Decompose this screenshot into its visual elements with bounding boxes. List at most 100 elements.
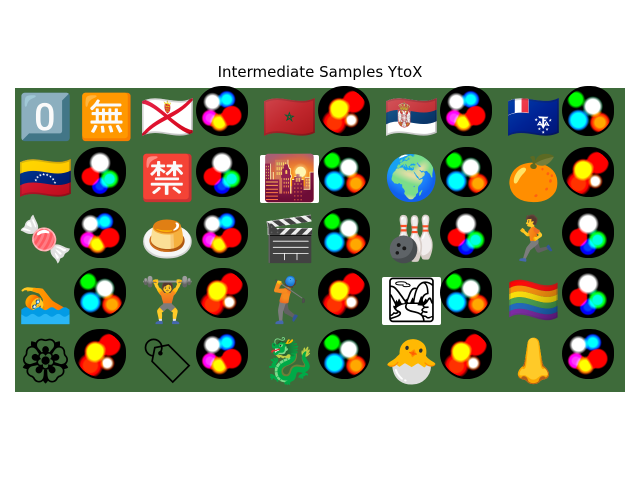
noisy-sample	[442, 88, 490, 134]
noisy-sample	[564, 270, 612, 317]
grid-cell	[320, 88, 368, 134]
flag-french-southern-territories-icon: 🇹🇫	[506, 92, 561, 144]
grid-cell: 🏃	[503, 210, 564, 271]
noisy-sample	[564, 331, 612, 378]
nose-icon: 👃	[506, 335, 561, 387]
bowling-icon: 🎳	[384, 213, 439, 265]
grid-cell: 🇹🇫	[503, 88, 564, 149]
grid-cell: 🏳️‍🌈	[503, 270, 564, 331]
label-tag-icon: 🏷	[139, 335, 196, 387]
grid-cell: 🈚	[76, 88, 137, 149]
grid-cell	[198, 331, 246, 378]
figure-title: Intermediate Samples YtoX	[217, 63, 423, 81]
grid-cell	[564, 270, 612, 317]
grid-cell: 🏞	[381, 270, 442, 331]
grid-cell	[442, 88, 490, 134]
grid-cell: 🌇	[259, 149, 320, 210]
noisy-sample	[76, 148, 124, 195]
grid-cell	[442, 148, 490, 195]
grid-cell	[198, 209, 246, 256]
grid-cell: 🏊	[15, 270, 76, 331]
noisy-sample	[76, 331, 124, 378]
grid-cell: 🈲	[137, 149, 198, 210]
grid-cell: 🌍	[381, 149, 442, 210]
globe-africa-europe-icon: 🌍	[384, 153, 439, 205]
noisy-sample	[564, 209, 612, 256]
rainbow-flag-icon: 🏳️‍🌈	[506, 274, 561, 326]
noisy-sample	[564, 148, 612, 195]
flag-jersey-icon: 🇯🇪	[140, 92, 195, 144]
noisy-sample	[76, 270, 124, 317]
grid-cell	[442, 270, 490, 317]
noisy-sample	[320, 88, 368, 134]
candy-icon: 🍬	[18, 213, 73, 265]
grid-cell	[442, 209, 490, 256]
grid-cell	[320, 270, 368, 317]
tangerine-icon: 🍊	[506, 153, 561, 205]
blue-square-symbol-icon: 🈚	[79, 92, 134, 144]
national-park-icon: 🏞	[381, 274, 442, 326]
noisy-sample	[320, 331, 368, 378]
grid-cell: 🏷	[137, 331, 198, 392]
grid-cell	[198, 270, 246, 317]
grid-cell	[442, 331, 490, 378]
flag-venezuela-icon: 🇻🇪	[18, 153, 73, 205]
person-golfing-icon: 🏌	[262, 274, 317, 326]
grid-cell: 🏵	[15, 331, 76, 392]
grid-cell: 🍊	[503, 149, 564, 210]
dragon-icon: 🐉	[262, 335, 317, 387]
grid-cell	[320, 148, 368, 195]
noisy-sample	[198, 209, 246, 256]
grid-cell: 🇷🇸	[381, 88, 442, 149]
grid-cell: 👃	[503, 331, 564, 392]
noisy-sample	[442, 270, 490, 317]
grid-cell: 🐉	[259, 331, 320, 392]
grid-cell	[564, 148, 612, 195]
grid-cell: 🍮	[137, 210, 198, 271]
noisy-sample	[320, 148, 368, 195]
noisy-sample	[320, 209, 368, 256]
grid-cell	[564, 331, 612, 378]
prohibited-symbol-icon: 🈲	[140, 153, 195, 205]
rosette-icon: 🏵	[17, 335, 74, 387]
custard-icon: 🍮	[140, 213, 195, 265]
grid-cell: 🏋	[137, 270, 198, 331]
noisy-sample	[442, 148, 490, 195]
grid-cell: 🇲🇦	[259, 88, 320, 149]
grid-cell	[198, 88, 246, 134]
hatching-chick-icon: 🐣	[384, 335, 439, 387]
noisy-sample	[76, 209, 124, 256]
grid-cell	[76, 148, 124, 195]
clapper-board-icon: 🎬	[262, 213, 317, 265]
grid-cell: 🐣	[381, 331, 442, 392]
noisy-sample	[198, 88, 246, 134]
noisy-sample	[564, 88, 612, 134]
grid-cell	[198, 148, 246, 195]
grid-cell	[320, 209, 368, 256]
grid-cell: 🇯🇪	[137, 88, 198, 149]
grid-cell: 🇻🇪	[15, 149, 76, 210]
grid-cell: 🍬	[15, 210, 76, 271]
noisy-sample	[198, 148, 246, 195]
noisy-sample	[442, 209, 490, 256]
noisy-sample	[198, 331, 246, 378]
grid-cell	[320, 331, 368, 378]
flag-morocco-icon: 🇲🇦	[262, 92, 317, 144]
noisy-sample	[198, 270, 246, 317]
noisy-sample	[442, 331, 490, 378]
grid-cell: 0️⃣	[15, 88, 76, 149]
flag-serbia-icon: 🇷🇸	[384, 92, 439, 144]
noisy-sample	[320, 270, 368, 317]
grid-cell	[76, 270, 124, 317]
grid-cell: 🎳	[381, 210, 442, 271]
grid-cell	[76, 209, 124, 256]
person-swimming-icon: 🏊	[18, 274, 73, 326]
grid-cell	[564, 209, 612, 256]
grid-cell: 🏌	[259, 270, 320, 331]
sunset-city-icon: 🌇	[260, 153, 319, 205]
person-lifting-weights-icon: 🏋	[140, 274, 195, 326]
grid-cell	[76, 331, 124, 378]
person-running-icon: 🏃	[506, 213, 561, 265]
grid-cell: 🎬	[259, 210, 320, 271]
sample-grid: 0️⃣ 🈚 🇯🇪 🇲🇦 🇷🇸 🇹🇫 🇻🇪 🈲 🌇 🌍 🍊 🍬 🍮 🎬 🎳 🏃 🏊 🏋 🏌 🏞 🏳️‍🌈 🏵 🏷 🐉 🐣 👃	[15, 88, 625, 392]
